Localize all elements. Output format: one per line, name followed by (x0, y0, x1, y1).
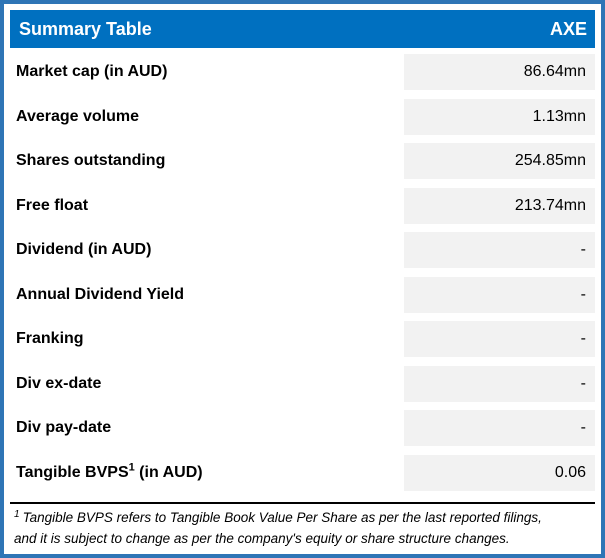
table-row: Div ex-date - (10, 362, 595, 407)
row-label-text: Dividend (in AUD) (16, 241, 152, 259)
table-row: Shares outstanding 254.85mn (10, 139, 595, 184)
row-label: Average volume (10, 108, 404, 126)
row-label-text: Annual Dividend Yield (16, 285, 185, 303)
row-value: - (404, 232, 595, 269)
footnote-superscript: 1 (14, 508, 20, 520)
row-label-text: Free float (16, 196, 89, 214)
row-value: - (404, 276, 595, 313)
table-row: Average volume 1.13mn (10, 95, 595, 140)
table-row: Annual Dividend Yield - (10, 273, 595, 318)
row-label-text: Div pay-date (16, 419, 112, 437)
row-label: Free float (10, 197, 404, 215)
row-label-text: Shares outstanding (16, 152, 166, 170)
footnote: 1 Tangible BVPS refers to Tangible Book V… (10, 502, 595, 549)
table-row: Tangible BVPS1 (in AUD) 0.06 (10, 451, 595, 496)
row-value: - (404, 365, 595, 402)
row-label: Shares outstanding (10, 152, 404, 170)
row-label: Div pay-date (10, 419, 404, 437)
table-row: Free float 213.74mn (10, 184, 595, 229)
row-value: 0.06 (404, 454, 595, 491)
table-body: Market cap (in AUD) 86.64mn Average volume… (10, 50, 595, 495)
row-label-superscript: 1 (128, 461, 135, 474)
footnote-text: and it is subject to change as per the c… (14, 531, 510, 546)
table-header: Summary Table AXE (10, 10, 595, 48)
footnote-line: and it is subject to change as per the c… (14, 528, 593, 549)
table-row: Div pay-date - (10, 406, 595, 451)
row-value: 86.64mn (404, 54, 595, 91)
row-label-text: Tangible BVPS (16, 463, 129, 481)
row-label-text: Div ex-date (16, 374, 102, 392)
table-row: Dividend (in AUD) - (10, 228, 595, 273)
row-label: Dividend (in AUD) (10, 241, 404, 259)
row-value: - (404, 410, 595, 447)
row-label-text: Franking (16, 330, 84, 348)
row-label: Annual Dividend Yield (10, 286, 404, 304)
footnote-line: 1 Tangible BVPS refers to Tangible Book V… (14, 507, 593, 528)
footnote-text: Tangible BVPS refers to Tangible Book Va… (22, 510, 542, 525)
table-row: Franking - (10, 317, 595, 362)
row-label-suffix: (in AUD) (134, 463, 203, 481)
row-value: 213.74mn (404, 187, 595, 224)
ticker-label: AXE (549, 18, 587, 39)
row-value: 1.13mn (404, 98, 595, 135)
row-value: - (404, 321, 595, 358)
table-row: Market cap (in AUD) 86.64mn (10, 50, 595, 95)
row-label: Tangible BVPS1 (in AUD) (10, 461, 404, 482)
row-label-text: Market cap (in AUD) (16, 63, 168, 81)
row-label-text: Average volume (16, 107, 140, 125)
row-label: Franking (10, 330, 404, 348)
row-value: 254.85mn (404, 143, 595, 180)
row-label: Div ex-date (10, 375, 404, 393)
row-label: Market cap (in AUD) (10, 63, 404, 81)
table-title: Summary Table (19, 18, 152, 39)
